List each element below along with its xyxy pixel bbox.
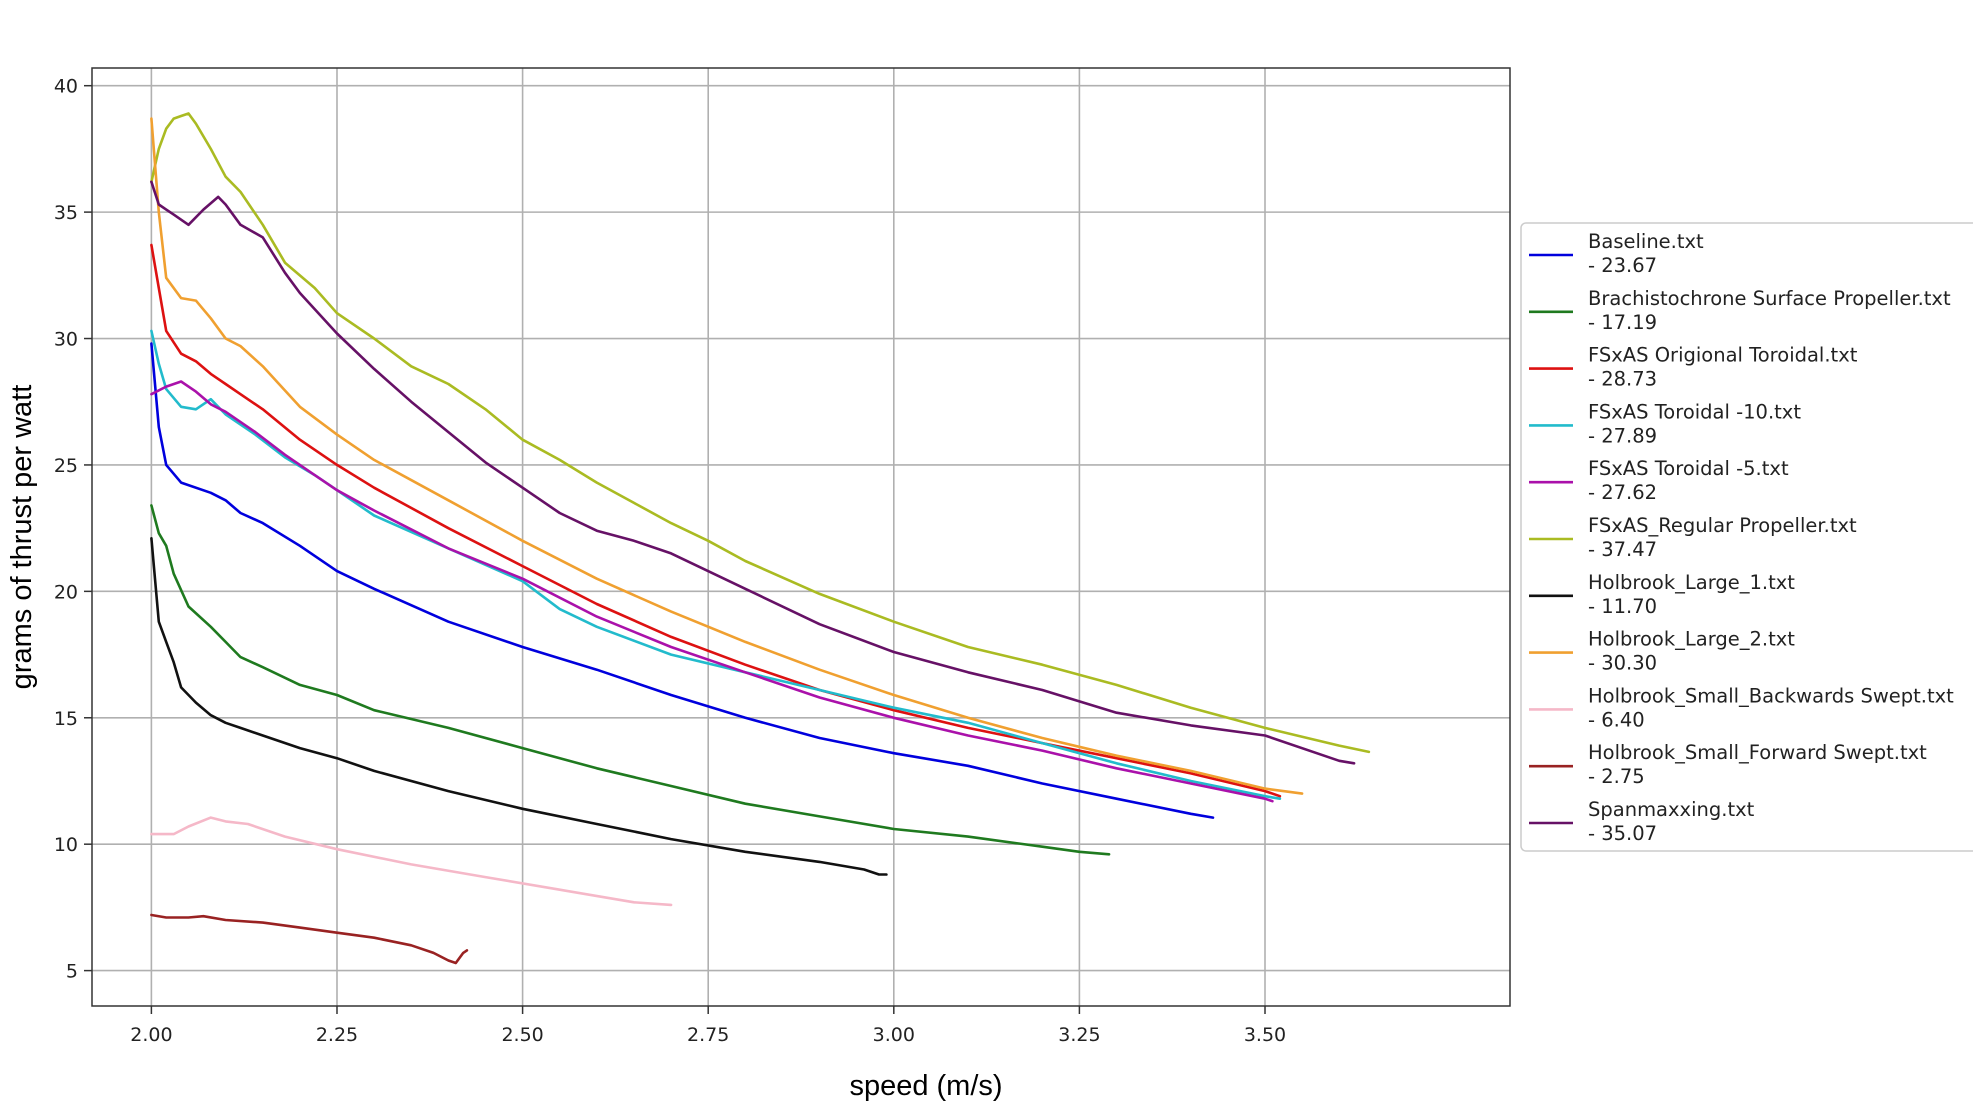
x-tick-label: 3.50 [1244, 1024, 1286, 1046]
y-tick-label: 15 [54, 708, 78, 730]
series-line-10 [150, 913, 469, 965]
x-axis-label: speed (m/s) [849, 1070, 1002, 1102]
y-tick-label: 25 [54, 455, 78, 477]
legend-series-value: - 37.47 [1588, 538, 1657, 561]
legend-entries: Baseline.txt- 23.67 Brachistochrone Surfa… [1529, 230, 1954, 845]
y-tick-label: 40 [54, 76, 78, 98]
legend-series-name: Holbrook_Small_Forward Swept.txt [1588, 741, 1927, 764]
legend-series-name: FSxAS Toroidal -10.txt [1588, 400, 1801, 423]
legend-series-value: - 11.70 [1588, 595, 1657, 618]
series-line-6 [150, 112, 1371, 754]
series-line-5 [150, 380, 1274, 803]
y-tick-label: 5 [66, 961, 78, 983]
series-line-1 [150, 342, 1215, 819]
legend-series-value: - 35.07 [1588, 822, 1657, 845]
x-tick-label: 2.25 [316, 1024, 358, 1046]
legend-series-name: Spanmaxxing.txt [1588, 798, 1755, 821]
series-line-9 [150, 816, 673, 907]
legend-series-value: - 30.30 [1588, 652, 1657, 675]
legend-series-value: - 28.73 [1588, 368, 1657, 391]
legend-box [1520, 222, 1973, 852]
legend-series-name: Brachistochrone Surface Propeller.txt [1588, 287, 1951, 310]
y-tick-label: 20 [54, 581, 78, 603]
legend-series-value: - 6.40 [1588, 708, 1645, 731]
legend-series-name: Holbrook_Small_Backwards Swept.txt [1588, 684, 1954, 707]
series-line-3 [150, 243, 1282, 798]
x-tick-label: 2.00 [130, 1024, 172, 1046]
y-tick-label: 35 [54, 202, 78, 224]
legend-series-value: - 23.67 [1588, 254, 1657, 277]
legend-series-name: FSxAS Origional Toroidal.txt [1588, 344, 1858, 367]
legend-series-name: FSxAS Toroidal -5.txt [1588, 457, 1789, 480]
legend-series-name: Holbrook_Large_1.txt [1588, 571, 1795, 594]
plot-frame [91, 67, 1511, 1007]
legend-series-value: - 27.89 [1588, 424, 1657, 447]
series-line-2 [150, 504, 1111, 856]
legend-series-value: - 2.75 [1588, 765, 1645, 788]
series-line-7 [150, 537, 888, 876]
legend-series-value: - 27.62 [1588, 481, 1657, 504]
legend-series-name: Holbrook_Large_2.txt [1588, 628, 1795, 651]
y-axis-label: grams of thrust per watt [6, 385, 38, 690]
ticks: 2.00 2.25 2.50 2.75 3.00 3.25 3.50 5 10 15 20 25 30 3… [54, 76, 1286, 1046]
series-line-8 [150, 117, 1304, 795]
series-line-4 [150, 329, 1282, 800]
series-line-11 [150, 180, 1356, 765]
x-tick-label: 3.00 [873, 1024, 915, 1046]
y-tick-label: 10 [54, 834, 78, 856]
grid [92, 68, 1510, 1006]
legend-series-value: - 17.19 [1588, 311, 1657, 334]
series-lines [150, 112, 1371, 965]
x-tick-label: 2.50 [501, 1024, 543, 1046]
legend-series-name: FSxAS_Regular Propeller.txt [1588, 514, 1857, 537]
legend: Baseline.txt- 23.67 Brachistochrone Surfa… [1520, 222, 1973, 852]
legend-series-name: Baseline.txt [1588, 230, 1704, 253]
x-tick-label: 2.75 [687, 1024, 729, 1046]
x-tick-label: 3.25 [1058, 1024, 1100, 1046]
y-tick-label: 30 [54, 329, 78, 351]
